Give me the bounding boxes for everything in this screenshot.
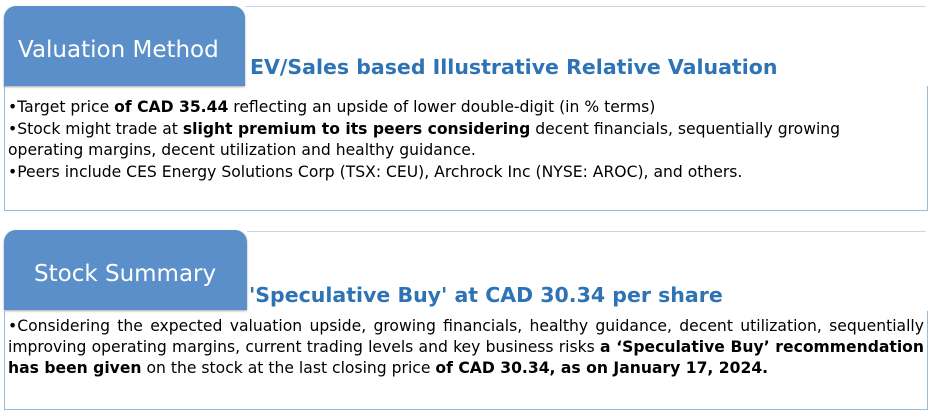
bullet-bold-text: of CAD 35.44 [114, 98, 229, 116]
bullet-recommendation: •Considering the expected valuation upsi… [8, 316, 924, 379]
valuation-method-tab: Valuation Method [4, 6, 245, 86]
bullet-text: reflecting an upside of lower double-dig… [228, 98, 656, 116]
bullet-premium: •Stock might trade at slight premium to … [8, 119, 920, 161]
summary-frame [4, 311, 928, 410]
bullet-target-price: •Target price of CAD 35.44 reflecting an… [8, 97, 920, 118]
valuation-tab-label: Valuation Method [18, 37, 219, 63]
summary-subtitle: 'Speculative Buy' at CAD 30.34 per share [249, 283, 723, 307]
stock-summary-tab: Stock Summary [4, 230, 247, 310]
bullet-text: decent financials, sequentially growing … [8, 120, 841, 159]
bullet-bold-text: of CAD 30.34, as on January 17, 2024. [435, 359, 769, 377]
bullet-bold-text: a ‘Speculative Buy’ recommendation has b… [8, 338, 924, 377]
bullet-text: •Stock might trade at [8, 120, 183, 138]
summary-tab-label: Stock Summary [34, 261, 217, 287]
valuation-bullets: •Target price of CAD 35.44 reflecting an… [8, 97, 920, 184]
bullet-peers: •Peers include CES Energy Solutions Corp… [8, 162, 920, 183]
valuation-subtitle: EV/Sales based Illustrative Relative Val… [250, 55, 778, 79]
valuation-frame [4, 86, 928, 211]
bullet-bold-text: slight premium to its peers considering [182, 120, 531, 138]
panel-top-border [247, 231, 926, 232]
bullet-text: •Target price [8, 98, 115, 116]
summary-bullets: •Considering the expected valuation upsi… [8, 316, 924, 379]
panel-top-border [245, 6, 926, 7]
bullet-text: •Peers include CES Energy Solutions Corp… [8, 163, 743, 181]
bullet-text: •Considering the expected valuation upsi… [8, 317, 924, 356]
bullet-text: on the stock at the last closing price [141, 359, 436, 377]
